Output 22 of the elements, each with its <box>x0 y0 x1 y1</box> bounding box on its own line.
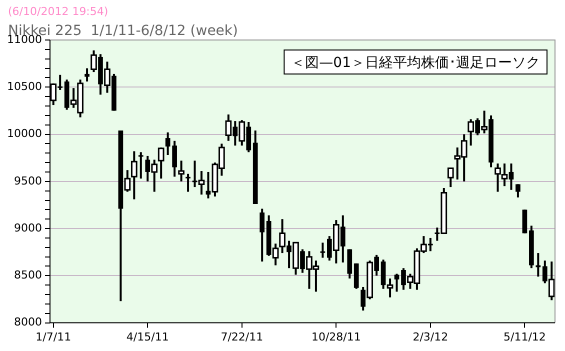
x-tick-label: 2/3/12 <box>412 330 448 344</box>
candlestick <box>522 208 528 234</box>
candlestick <box>394 272 400 293</box>
y-tick-label: 10000 <box>6 127 42 140</box>
chart-subtitle: (6/10/2012 19:54) <box>8 5 108 18</box>
x-tick-label: 4/15/11 <box>126 330 169 344</box>
candlestick <box>260 208 265 263</box>
candlestick <box>320 242 326 259</box>
y-tick-label: 9500 <box>14 174 42 188</box>
y-tick-label: 8000 <box>14 316 42 329</box>
y-tick-label: 8500 <box>14 268 42 282</box>
x-tick-label: 5/11/12 <box>503 330 546 344</box>
x-tick-label: 1/7/11 <box>36 330 72 344</box>
candlestick <box>138 151 144 180</box>
annotation: ＜図—01＞日経平均株価･週足ローソク <box>291 55 540 71</box>
candlestick <box>516 183 520 198</box>
x-tick-label: 7/22/11 <box>220 330 264 344</box>
candlestick <box>186 172 190 193</box>
y-tick-label: 10500 <box>6 80 42 93</box>
candlestick <box>84 67 90 82</box>
y-tick-label: 9000 <box>14 221 42 234</box>
x-tick-label: 10/28/11 <box>311 330 361 344</box>
